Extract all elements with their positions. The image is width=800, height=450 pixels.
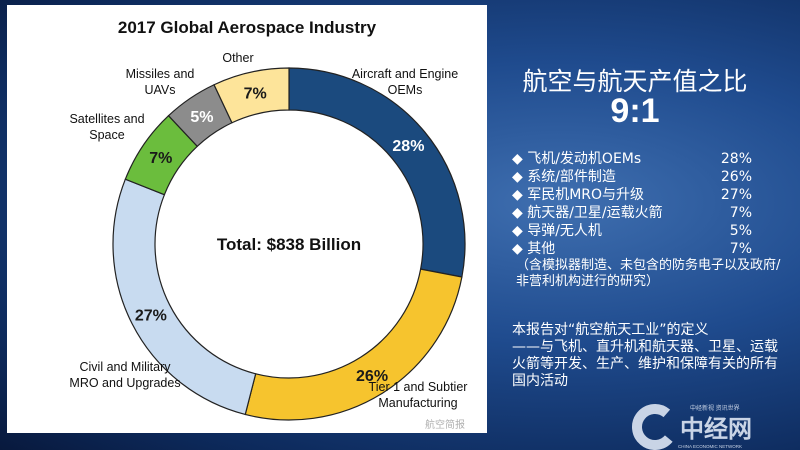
share-item: ◆ 导弹/无人机 5%	[512, 222, 752, 240]
slice-category-label: Satellites and Space	[69, 112, 144, 142]
definition-text: ——与飞机、直升机和航天器、卫星、运载火箭等开发、生产、维护和保障有关的所有国内…	[512, 339, 778, 389]
slice-value-label: 5%	[190, 109, 213, 126]
share-item: ◆ 军民机MRO与升级 27%	[512, 186, 752, 204]
share-value: 7%	[729, 241, 752, 257]
slice-category-label: Missiles and UAVs	[126, 67, 195, 97]
donut-chart: 2017 Global Aerospace Industry Total: $83…	[69, 18, 468, 421]
share-label: ◆ 系统/部件制造	[512, 169, 616, 185]
share-value: 28%	[720, 151, 752, 167]
logo-slogan: 中经新视 资讯世界	[690, 404, 740, 412]
logo-c-mark	[632, 404, 678, 450]
ratio-title: 航空与航天产值之比	[522, 68, 748, 96]
ratio-value: 9:1	[610, 92, 660, 130]
slice-value-label: 27%	[135, 307, 167, 324]
logo-sub: CHINA ECONOMIC NETWORK	[678, 444, 742, 449]
slice-value-label: 7%	[149, 150, 172, 167]
share-item: ◆ 飞机/发动机OEMs 28%	[512, 150, 752, 168]
slice-value-label: 28%	[392, 138, 424, 155]
share-label: ◆ 军民机MRO与升级	[512, 187, 645, 203]
note: （含模拟器制造、未包含的防务电子以及政府/非营利机构进行的研究）	[516, 258, 781, 289]
share-value: 5%	[729, 223, 752, 239]
share-label: ◆ 导弹/无人机	[512, 223, 602, 239]
definition-title: 本报告对“航空航天工业”的定义	[512, 322, 709, 338]
chart-panel: 2017 Global Aerospace Industry Total: $83…	[7, 5, 487, 433]
share-label: ◆ 航天器/卫星/运载火箭	[512, 205, 663, 221]
slice-category-label: Other	[222, 51, 253, 65]
share-item: ◆ 系统/部件制造 26%	[512, 168, 752, 186]
center-total: Total: $838 Billion	[217, 235, 361, 254]
share-value: 7%	[729, 205, 752, 221]
share-item: ◆ 其他 7%	[512, 240, 752, 258]
slice-category-label: Civil and Military MRO and Upgrades	[69, 360, 180, 390]
logo: 中经网 中经新视 资讯世界 CHINA ECONOMIC NETWORK	[632, 404, 752, 450]
watermark: 航空简报	[425, 420, 465, 431]
share-label: ◆ 其他	[512, 241, 556, 257]
slice-category-label: Tier 1 and Subtier Manufacturing	[369, 380, 468, 410]
definition: 本报告对“航空航天工业”的定义 ——与飞机、直升机和航天器、卫星、运载火箭等开发…	[512, 322, 787, 390]
slice-value-label: 7%	[244, 86, 267, 103]
donut-slice	[213, 67, 290, 124]
share-value: 27%	[720, 187, 752, 203]
share-item: ◆ 航天器/卫星/运载火箭 7%	[512, 204, 752, 222]
share-list: ◆ 飞机/发动机OEMs 28% ◆ 系统/部件制造 26% ◆ 军民机MRO与升级 27…	[512, 150, 786, 290]
slice-category-label: Aircraft and Engine OEMs	[352, 67, 458, 97]
share-value: 26%	[720, 169, 752, 185]
slice-value-label: 26%	[356, 368, 388, 385]
share-label: ◆ 飞机/发动机OEMs	[512, 151, 642, 167]
logo-text: 中经网	[680, 414, 752, 443]
chart-title: 2017 Global Aerospace Industry	[118, 18, 377, 37]
